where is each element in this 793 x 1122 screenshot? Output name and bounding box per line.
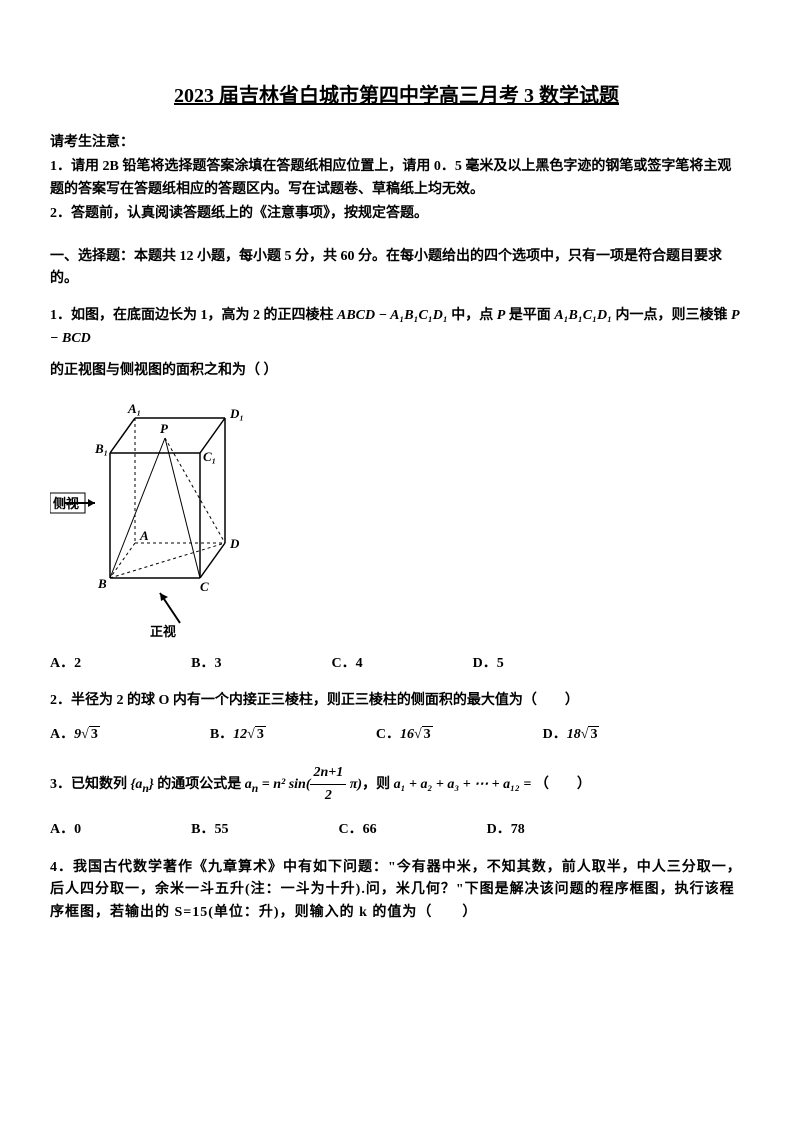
option-d: D．18√3 (543, 724, 600, 746)
svg-text:正视: 正视 (150, 624, 176, 638)
svg-text:P: P (160, 421, 169, 436)
question-1-options: A．2 B．3 C．4 D．5 (50, 653, 743, 675)
option-b: B．55 (191, 819, 228, 841)
instructions-header: 请考生注意： (50, 132, 743, 154)
option-b: B．12√3 (210, 724, 266, 746)
svg-text:A₁: A₁ (127, 401, 141, 416)
question-2-options: A．9√3 B．12√3 C．16√3 D．18√3 (50, 724, 743, 746)
svg-text:侧视: 侧视 (53, 496, 79, 511)
svg-text:A: A (139, 528, 149, 543)
prism-diagram: A₁ D₁ B₁ C₁ P A D B C 侧视 正视 (50, 398, 270, 638)
option-c: C．4 (331, 653, 362, 675)
question-2-text: 2．半径为 2 的球 O 内有一个内接正三棱柱，则正三棱柱的侧面积的最大值为（ … (50, 690, 743, 712)
svg-text:B₁: B₁ (94, 441, 108, 456)
option-d: D．78 (487, 819, 525, 841)
question-2: 2．半径为 2 的球 O 内有一个内接正三棱柱，则正三棱柱的侧面积的最大值为（ … (50, 690, 743, 747)
question-3-options: A．0 B．55 C．66 D．78 (50, 819, 743, 841)
question-4: 4．我国古代数学著作《九章算术》中有如下问题："今有器中米，不知其数，前人取半，… (50, 857, 743, 924)
option-d: D．5 (473, 653, 504, 675)
question-1-text-2: 的正视图与侧视图的面积之和为（ ） (50, 360, 743, 382)
question-1-text: 1．如图，在底面边长为 1，高为 2 的正四棱柱 ABCD − A₁B₁C₁D₁… (50, 305, 743, 350)
option-a: A．0 (50, 819, 81, 841)
svg-text:D₁: D₁ (229, 406, 244, 421)
question-3: 3．已知数列 {an} 的通项公式是 an = n² sin(2n+12 π)，… (50, 762, 743, 842)
page-title: 2023 届吉林省白城市第四中学高三月考 3 数学试题 (50, 80, 743, 112)
option-b: B．3 (191, 653, 221, 675)
option-a: A．9√3 (50, 724, 100, 746)
svg-text:D: D (229, 536, 240, 551)
instruction-1: 1．请用 2B 铅笔将选择题答案涂填在答题纸相应位置上，请用 0．5 毫米及以上… (50, 156, 743, 201)
svg-text:B: B (97, 576, 107, 591)
question-1: 1．如图，在底面边长为 1，高为 2 的正四棱柱 ABCD − A₁B₁C₁D₁… (50, 305, 743, 675)
question-1-figure: A₁ D₁ B₁ C₁ P A D B C 侧视 正视 (50, 398, 270, 638)
option-c: C．66 (338, 819, 376, 841)
question-4-text: 4．我国古代数学著作《九章算术》中有如下问题："今有器中米，不知其数，前人取半，… (50, 857, 743, 924)
option-a: A．2 (50, 653, 81, 675)
instructions-block: 请考生注意： 1．请用 2B 铅笔将选择题答案涂填在答题纸相应位置上，请用 0．… (50, 132, 743, 226)
question-3-text: 3．已知数列 {an} 的通项公式是 an = n² sin(2n+12 π)，… (50, 762, 743, 808)
instruction-2: 2．答题前，认真阅读答题纸上的《注意事项》，按规定答题。 (50, 203, 743, 225)
svg-text:C: C (200, 579, 209, 594)
section-1-title: 一、选择题：本题共 12 小题，每小题 5 分，共 60 分。在每小题给出的四个… (50, 246, 743, 291)
svg-text:C₁: C₁ (203, 449, 216, 464)
option-c: C．16√3 (376, 724, 433, 746)
